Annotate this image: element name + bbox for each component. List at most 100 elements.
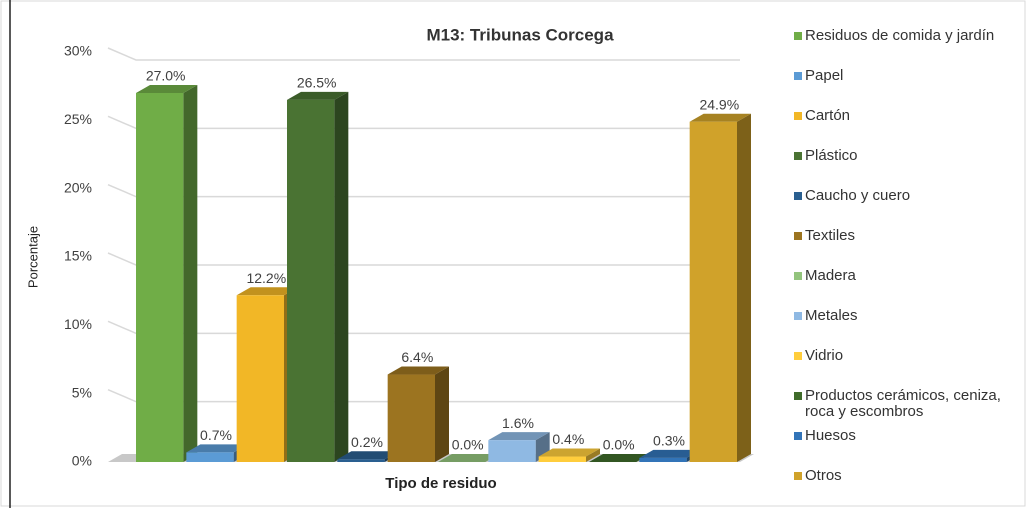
- bar-top: [236, 287, 298, 296]
- bar-front: [136, 93, 184, 462]
- legend-swatch: [794, 432, 802, 440]
- legend-label: Madera: [805, 267, 856, 284]
- bar-side: [737, 113, 751, 462]
- legend-label: Productos cerámicos, ceniza, roca y esco…: [805, 387, 1001, 420]
- legend-swatch: [794, 392, 802, 400]
- legend-item: Metales: [794, 308, 1026, 324]
- bar-front: [488, 440, 536, 462]
- bar: [287, 91, 349, 462]
- legend-label: Residuos de comida y jardín: [805, 27, 995, 44]
- y-tick-label: 20%: [64, 179, 92, 195]
- bar-top: [538, 448, 600, 457]
- legend-item: Productos cerámicos, ceniza, roca y esco…: [794, 388, 1026, 420]
- bar-side: [183, 85, 198, 462]
- y-tick-label: 0%: [72, 453, 92, 469]
- data-label: 0.7%: [200, 427, 232, 443]
- data-label: 0.3%: [653, 433, 685, 449]
- legend-swatch: [794, 152, 802, 160]
- legend-item: Textiles: [794, 228, 1026, 244]
- legend-label: Metales: [805, 307, 858, 324]
- legend-label: Caucho y cuero: [805, 187, 911, 204]
- bar-front: [387, 374, 435, 462]
- data-label: 0.0%: [452, 437, 484, 453]
- y-tick-label: 15%: [64, 248, 92, 264]
- bar: [689, 113, 751, 462]
- y-axis-label: Porcentaje: [25, 226, 40, 288]
- bar-front: [186, 452, 234, 462]
- bar-side: [435, 366, 449, 462]
- legend-item: Vidrio: [794, 348, 1026, 364]
- legend-item: Papel: [794, 68, 1026, 84]
- bar-top: [589, 454, 651, 462]
- bar-top: [287, 91, 349, 100]
- y-tick-label: 10%: [64, 316, 92, 332]
- bar-side: [586, 448, 600, 462]
- legend-label: Plástico: [805, 147, 858, 164]
- grid-line: [107, 47, 740, 61]
- data-label: 0.4%: [552, 431, 584, 447]
- bar-top: [438, 454, 500, 462]
- bar-top: [136, 85, 198, 93]
- grid-line: [107, 183, 740, 198]
- bar-front: [689, 121, 737, 462]
- bar-side: [334, 91, 349, 462]
- legend-item: Cartón: [794, 108, 1026, 124]
- bar: [387, 366, 449, 462]
- legend-swatch: [794, 32, 802, 40]
- legend-label: Papel: [805, 67, 844, 84]
- legend-item: Madera: [794, 268, 1026, 284]
- grid-line: [107, 115, 740, 130]
- legend-swatch: [794, 232, 802, 240]
- y-tick-label: 5%: [72, 384, 92, 400]
- bar-front: [236, 295, 284, 462]
- legend-label: Textiles: [805, 227, 856, 244]
- legend-swatch: [794, 72, 802, 80]
- data-label: 12.2%: [246, 270, 286, 286]
- legend-swatch: [794, 352, 802, 360]
- legend-label: Huesos: [805, 427, 856, 444]
- bar-top: [186, 444, 248, 453]
- legend-label: Cartón: [805, 107, 851, 124]
- bar-front: [639, 457, 687, 462]
- bar-top: [689, 113, 751, 122]
- x-axis-label: Tipo de residuo: [385, 475, 496, 492]
- legend-swatch: [794, 192, 802, 200]
- legend-swatch: [794, 472, 802, 480]
- data-label: 0.0%: [603, 437, 635, 453]
- legend-item: Residuos de comida y jardín: [794, 28, 1026, 44]
- data-label: 24.9%: [699, 96, 739, 112]
- bar-top: [488, 432, 550, 441]
- legend-label: Otros: [805, 467, 842, 484]
- legend-label: Vidrio: [805, 347, 844, 364]
- bar-top: [387, 366, 449, 375]
- bar-front: [538, 456, 586, 462]
- grid-line: [107, 252, 740, 266]
- legend-swatch: [794, 312, 802, 320]
- legend-swatch: [794, 272, 802, 280]
- data-label: 6.4%: [401, 349, 433, 365]
- bar: [136, 85, 198, 462]
- data-label: 1.6%: [502, 415, 534, 431]
- legend-swatch: [794, 112, 802, 120]
- data-label: 27.0%: [146, 68, 186, 84]
- data-label: 26.5%: [297, 75, 337, 91]
- bar-front: [337, 459, 385, 462]
- y-tick-label: 30%: [64, 43, 92, 59]
- data-label: 0.2%: [351, 434, 383, 450]
- bar-front: [287, 99, 335, 462]
- y-tick-label: 25%: [64, 111, 92, 127]
- legend-item: Huesos: [794, 428, 1026, 444]
- legend-item: Otros: [794, 468, 1026, 484]
- bar-top: [337, 451, 399, 460]
- bar: [589, 454, 651, 463]
- bar: [538, 448, 600, 462]
- bar-top: [639, 449, 701, 458]
- legend-item: Plástico: [794, 148, 1026, 164]
- chart-title: M13: Tribunas Corcega: [426, 25, 614, 44]
- bar: [438, 454, 500, 463]
- legend-item: Caucho y cuero: [794, 188, 1026, 204]
- grid-line: [107, 320, 740, 335]
